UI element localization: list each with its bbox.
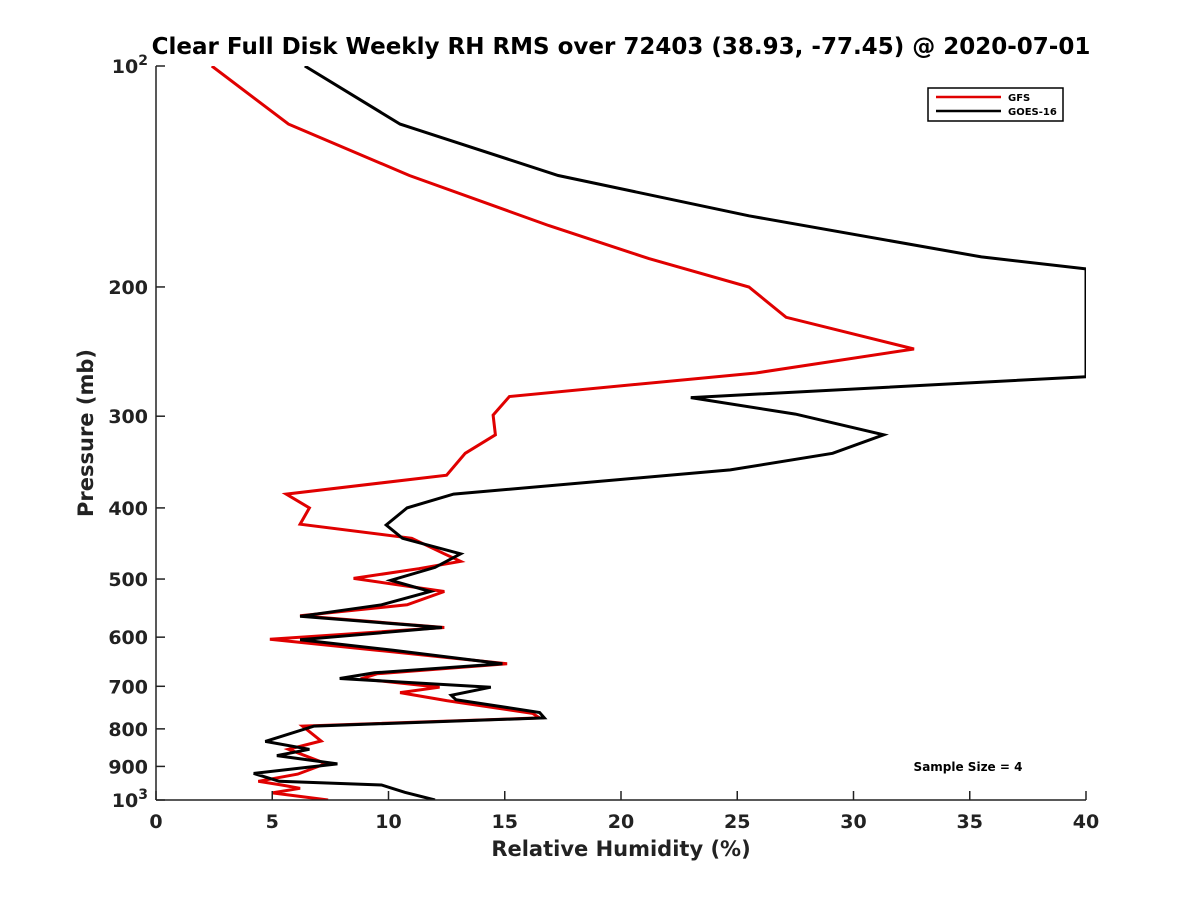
x-tick-label: 0 [149,811,162,833]
y-tick-label: 200 [108,277,148,299]
x-tick-label: 5 [266,811,279,833]
x-tick-label: 40 [1073,811,1099,833]
x-tick-label: 20 [608,811,634,833]
y-tick-label: 700 [108,676,148,698]
y-tick-label: 102 [112,53,148,78]
y-tick-label: 600 [108,627,148,649]
y-tick-label: 103 [112,787,148,812]
legend-label: GFS [1008,93,1030,104]
x-tick-label: 35 [957,811,983,833]
y-tick-label: 800 [108,719,148,741]
y-tick-label: 400 [108,498,148,520]
chart-title: Clear Full Disk Weekly RH RMS over 72403… [152,34,1091,60]
legend: GFS GOES-16 [927,87,1064,122]
series-line-gfs [210,66,915,800]
y-tick-label: 500 [108,569,148,591]
y-axis-label: Pressure (mb) [74,349,98,517]
x-axis-label: Relative Humidity (%) [491,837,750,861]
x-ticks: 0 5 10 15 20 25 30 35 40 [149,791,1099,833]
y-tick-label: 900 [108,756,148,778]
x-tick-label: 15 [492,811,518,833]
y-tick-label: 300 [108,406,148,428]
legend-box [927,87,1064,122]
sample-size-annotation: Sample Size = 4 [914,760,1023,774]
x-tick-label: 30 [840,811,866,833]
y-ticks: 102 200 300 400 500 600 700 800 900 103 [108,53,165,812]
plot-area [210,66,1086,800]
legend-label: GOES-16 [1008,107,1057,118]
x-tick-label: 25 [724,811,750,833]
x-tick-label: 10 [375,811,401,833]
series-line-goes-16 [253,66,1086,800]
